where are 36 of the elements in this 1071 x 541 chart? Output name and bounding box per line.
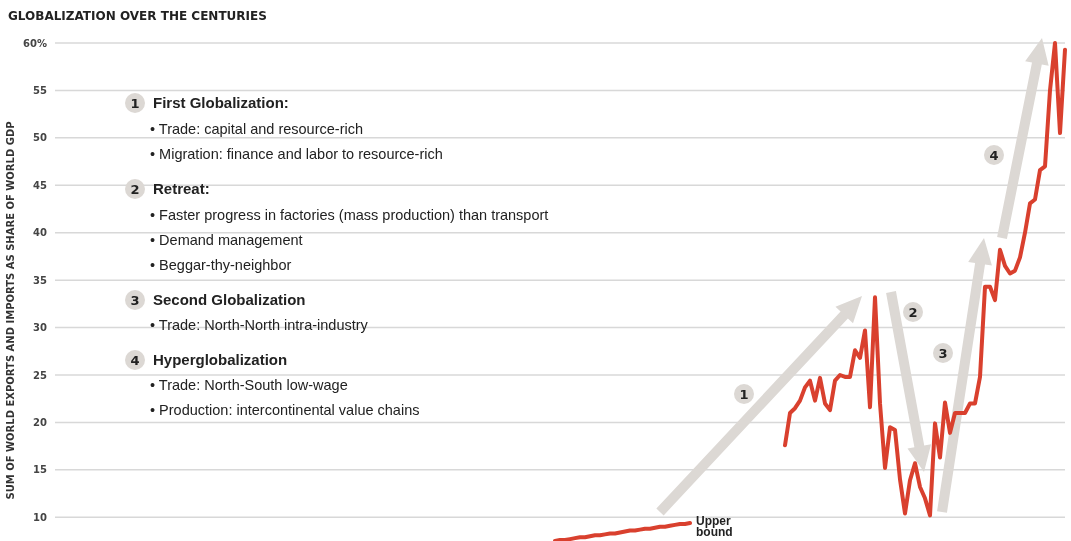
annotation: 1 [130, 95, 140, 111]
annotation: 3 [130, 292, 140, 308]
y-tick-label: 40 [33, 227, 48, 239]
annotation: First Globalization: [153, 94, 289, 112]
y-tick-label: 20 [33, 416, 48, 428]
annotation: • Trade: North-South low-wage [150, 377, 348, 394]
line-series [553, 520, 692, 541]
y-tick-label: 30 [33, 322, 48, 334]
chart-title: GLOBALIZATION OVER THE CENTURIES [8, 9, 267, 23]
y-tick-label: 60% [23, 37, 47, 49]
annotation: Retreat: [153, 180, 210, 198]
annotation: Second Globalization [153, 291, 306, 309]
y-tick-label: 15 [33, 464, 48, 476]
line-series [783, 41, 1067, 518]
annotation: 2 [908, 304, 918, 320]
y-tick-label: 25 [33, 369, 48, 381]
annotation: 4 [989, 147, 999, 163]
annotation: • Trade: capital and resource-rich [150, 121, 364, 138]
annotation: • Demand management [150, 232, 303, 249]
annotation: 1 [739, 386, 749, 402]
annotation: • Trade: North-North intra-industry [150, 317, 369, 334]
y-tick-label: 55 [33, 84, 48, 96]
annotation: • Beggar-thy-neighbor [150, 257, 292, 274]
annotation: 2 [130, 181, 140, 197]
annotation: • Production: intercontinental value chains [150, 402, 420, 419]
annotation: 3 [938, 345, 948, 361]
y-axis-title: SUM OF WORLD EXPORTS AND IMPORTS AS SHARE OF WORLD GDP [5, 121, 16, 500]
y-tick-label: 10 [33, 511, 48, 523]
annotation: • Migration: finance and labor to resource-rich [150, 146, 443, 163]
y-tick-label: 45 [33, 179, 48, 191]
annotation: Hyperglobalization [153, 351, 288, 369]
annotation: 4 [130, 352, 140, 368]
annotation: • Faster progress in factories (mass production) than transport [150, 207, 549, 224]
series-label: Upper bound [696, 513, 733, 539]
y-tick-label: 35 [33, 274, 48, 286]
y-tick-label: 50 [33, 132, 48, 144]
